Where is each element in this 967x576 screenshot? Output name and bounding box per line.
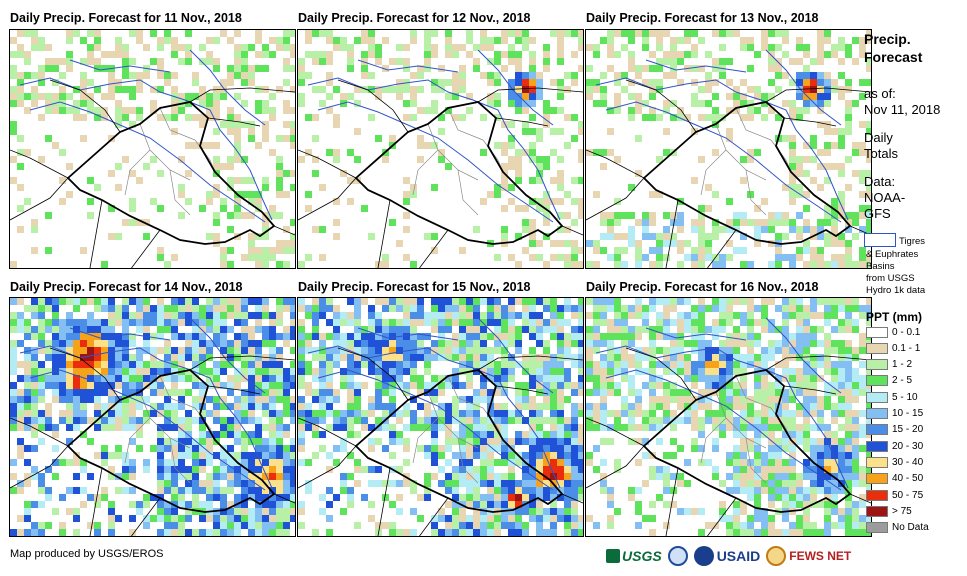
basin-label-line5: Hydro 1k data (866, 285, 926, 296)
fews-logo-text: FEWS NET (789, 549, 852, 563)
legend-title: PPT (mm) (866, 310, 923, 324)
legend-label: 40 - 50 (892, 473, 924, 485)
legend-swatch (866, 408, 888, 419)
legend-swatch (866, 505, 888, 517)
usgs-logo: USGS (606, 548, 662, 564)
legend-item: 0 - 0.1 (866, 325, 920, 339)
legend-swatch (866, 391, 888, 403)
logo-strip: USGS USAID FEWS NET (606, 542, 851, 570)
basin-label-line1: Tigres (899, 236, 926, 247)
totals-line1: Daily (864, 130, 893, 145)
panel-title-1: Daily Precip. Forecast for 11 Nov., 2018 (10, 11, 242, 25)
legend-item: 10 - 15 (866, 407, 923, 421)
legend-label: 0 - 0.1 (892, 326, 921, 338)
sidebar-title: Precip. Forecast (864, 30, 922, 66)
legend-label: 10 - 15 (892, 408, 924, 419)
legend-label: 5 - 10 (892, 391, 918, 403)
legend-swatch (866, 473, 888, 485)
legend-swatch (866, 342, 888, 354)
legend-item: 40 - 50 (866, 472, 923, 486)
basin-label-line2: & Euphrates (866, 249, 919, 260)
usaid-logo: USAID (693, 546, 761, 566)
noaa-logo-icon (667, 546, 688, 566)
as-of-label: as of: (864, 86, 896, 101)
data-line2: NOAA- (864, 190, 906, 205)
panel-title-4: Daily Precip. Forecast for 14 Nov., 2018 (10, 280, 243, 294)
usgs-wave-icon (606, 549, 620, 563)
legend-swatch (866, 375, 888, 387)
legend-swatch (866, 456, 888, 468)
legend-label: 50 - 75 (892, 489, 924, 501)
fews-seal-icon (766, 546, 787, 566)
legend-label: 20 - 30 (892, 440, 924, 452)
basin-label-line4: from USGS (866, 273, 915, 284)
legend-item: 0.1 - 1 (866, 341, 920, 355)
sidebar-title-line2: Forecast (864, 49, 923, 65)
legend-item: 30 - 40 (866, 455, 923, 469)
legend-label: 1 - 2 (892, 359, 913, 371)
legend-item: 2 - 5 (866, 374, 912, 388)
legend-swatch (866, 326, 888, 338)
legend-item: 20 - 30 (866, 439, 923, 453)
fews-logo: FEWS NET (766, 546, 851, 566)
legend-item: 5 - 10 (866, 390, 918, 404)
forecast-map-4 (9, 297, 296, 537)
forecast-map-3 (585, 29, 872, 269)
data-line3: GFS (864, 206, 891, 221)
legend-swatch (866, 489, 888, 501)
basin-label-line3: Basins (866, 261, 895, 272)
legend-item: No Data (866, 521, 929, 535)
legend-label: 2 - 5 (892, 375, 913, 387)
as-of-date: Nov 11, 2018 (864, 102, 941, 117)
legend-item: 50 - 75 (866, 488, 923, 502)
panel-title-3: Daily Precip. Forecast for 13 Nov., 2018 (586, 11, 819, 25)
usgs-logo-text: USGS (622, 548, 662, 564)
legend-label: No Data (892, 522, 929, 534)
forecast-map-6 (585, 297, 872, 537)
usaid-logo-text: USAID (716, 548, 761, 564)
basin-legend-swatch (864, 233, 896, 247)
legend-label: 30 - 40 (892, 456, 924, 468)
credit-text: Map produced by USGS/EROS (10, 548, 164, 560)
panel-title-5: Daily Precip. Forecast for 15 Nov., 2018 (298, 280, 531, 294)
legend-label: > 75 (892, 505, 912, 517)
forecast-map-5 (297, 297, 584, 537)
forecast-map-2 (297, 29, 584, 269)
sidebar-title-line1: Precip. (864, 31, 911, 47)
panel-title-6: Daily Precip. Forecast for 16 Nov., 2018 (586, 280, 819, 294)
legend-label: 15 - 20 (892, 424, 924, 436)
usaid-seal-icon (693, 546, 714, 566)
forecast-map-1 (9, 29, 296, 269)
legend-label: 0.1 - 1 (892, 342, 921, 354)
panel-title-2: Daily Precip. Forecast for 12 Nov., 2018 (298, 11, 531, 25)
data-line1: Data: (864, 174, 896, 189)
totals-line2: Totals (864, 146, 898, 161)
legend-swatch (866, 359, 888, 371)
legend-swatch (866, 424, 888, 436)
legend-item: 1 - 2 (866, 358, 912, 372)
legend-item: 15 - 20 (866, 423, 923, 437)
legend-item: > 75 (866, 504, 912, 518)
legend-swatch (866, 440, 888, 452)
legend-swatch (866, 522, 888, 534)
